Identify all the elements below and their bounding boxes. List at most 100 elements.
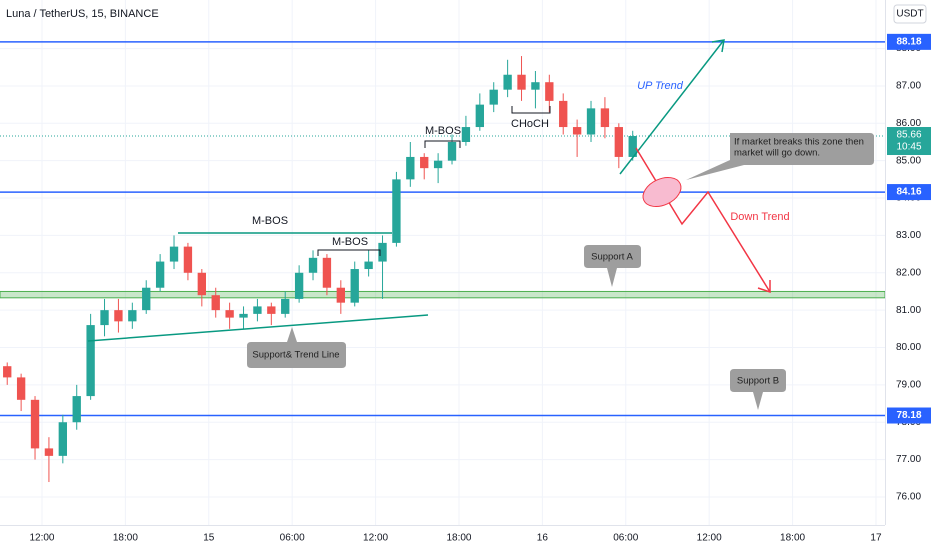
candle-body: [420, 156, 429, 169]
callout-text: If market breaks this zone then: [734, 137, 864, 148]
trend-line: [87, 314, 429, 342]
last-price: 85.66: [896, 130, 921, 141]
callout-text: market will go down.: [734, 148, 820, 159]
candle-body: [614, 127, 623, 157]
candle-body: [142, 287, 151, 311]
y-tick-label: 77.00: [896, 454, 921, 465]
candle-body: [600, 108, 610, 128]
drawings: M-BOS M-BOS M-BOS CHoCH UP Trend Down Tr…: [87, 39, 874, 410]
grid: [0, 0, 885, 525]
candle-body: [628, 136, 637, 157]
support-zone: [0, 290, 886, 299]
bos-label: M-BOS: [332, 236, 368, 248]
level-tag: [887, 184, 931, 201]
y-tick-label: 76.00: [896, 492, 921, 503]
level-tag: [887, 407, 931, 424]
callout: [247, 327, 346, 368]
bos-bracket: [424, 140, 461, 148]
x-tick-label: 12:00: [29, 533, 54, 544]
support-b-label: Support B: [737, 376, 779, 387]
candle-body: [169, 246, 179, 262]
candle-body: [503, 74, 512, 90]
y-tick-label: 87.00: [896, 81, 921, 92]
down-arrow-head: [757, 280, 771, 294]
candle-body: [267, 306, 276, 314]
support-trend-label: Support& Trend Line: [252, 350, 339, 361]
candle-body: [322, 257, 332, 288]
up-trend-label: UP Trend: [637, 80, 684, 92]
x-tick-label: 18:00: [446, 533, 471, 544]
up-arrow: [619, 39, 725, 175]
candle-body: [447, 141, 457, 161]
candle-body: [72, 396, 81, 423]
candle-body: [559, 100, 568, 128]
y-tick-label: 85.00: [896, 155, 921, 166]
currency[interactable]: USDT: [896, 9, 923, 20]
x-tick-label: 17: [870, 533, 882, 544]
candle-body: [364, 261, 373, 270]
candle-body: [350, 269, 359, 303]
candle-body: [3, 366, 12, 378]
x-tick-label: 18:00: [780, 533, 805, 544]
level-price: 84.16: [896, 187, 921, 198]
currency-box[interactable]: [893, 4, 927, 24]
last-price-tag: [887, 127, 931, 156]
candle-body: [392, 179, 401, 243]
x-tick-label: 12:00: [363, 533, 388, 544]
x-tick-label: 18:00: [113, 533, 138, 544]
candle-body: [461, 127, 471, 142]
callout: [730, 369, 786, 410]
candle-body: [44, 448, 54, 456]
x-tick-label: 06:00: [280, 533, 305, 544]
break-zone: [642, 176, 682, 208]
down-trend-label: Down Trend: [730, 211, 789, 223]
candle-body: [225, 310, 234, 318]
candle-body: [572, 127, 582, 135]
candle-body: [294, 272, 304, 299]
candle-body: [211, 295, 220, 311]
candle-body: [197, 272, 206, 296]
countdown: 10:45: [896, 142, 921, 153]
level-price: 88.18: [896, 36, 921, 47]
y-tick-label: 86.00: [896, 118, 921, 129]
bos-label: M-BOS: [252, 215, 288, 227]
candles: [3, 56, 637, 483]
y-tick-label: 81.00: [896, 305, 921, 316]
candle-body: [308, 257, 318, 273]
x-tick-label: 16: [537, 533, 549, 544]
x-tick-label: 15: [203, 533, 215, 544]
y-tick-label: 79.00: [896, 380, 921, 391]
candle-body: [336, 287, 345, 303]
candle-body: [489, 89, 498, 105]
candle-body: [155, 261, 165, 288]
x-tick-label: 06:00: [613, 533, 638, 544]
candle-body: [128, 310, 137, 322]
candle-body: [239, 313, 248, 318]
callout: [584, 245, 641, 287]
bos-bracket: [317, 249, 381, 256]
candle-body: [433, 160, 443, 169]
candle-body: [531, 82, 540, 90]
candle-body: [517, 74, 526, 90]
y-tick-label: 82.00: [896, 267, 921, 278]
candle-body: [475, 104, 484, 128]
candle-body: [100, 310, 109, 326]
candle-body: [114, 310, 123, 322]
x-tick-label: 12:00: [697, 533, 722, 544]
price-axis: [886, 0, 932, 550]
y-tick-label: 80.00: [896, 342, 921, 353]
choch-bracket: [511, 106, 551, 114]
candle-body: [16, 377, 26, 400]
bos-label: M-BOS: [425, 125, 461, 137]
candle-body: [253, 306, 262, 314]
level-price: 78.18: [896, 410, 921, 421]
candle-body: [406, 156, 415, 180]
choch-label: CHoCH: [511, 118, 549, 130]
candle-body: [281, 298, 290, 314]
candle-body: [183, 246, 193, 273]
axis-labels: 76.0077.0078.0079.0080.0081.0082.0083.00…: [29, 33, 931, 544]
candle-body: [86, 325, 95, 397]
up-arrow-head: [711, 39, 725, 53]
